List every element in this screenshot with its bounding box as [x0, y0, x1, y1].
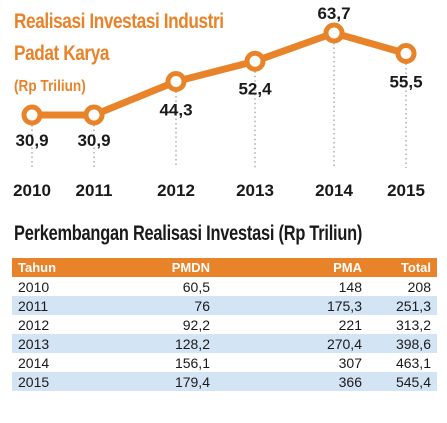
cell-total: 313,2: [395, 316, 431, 333]
table-row: 2013 128,2 270,4 398,6: [12, 334, 437, 353]
data-label: 30,9: [15, 131, 48, 150]
data-point: [83, 104, 105, 126]
data-label: 63,7: [317, 4, 350, 23]
header-tahun: Tahun: [12, 258, 94, 277]
header-pmdn: PMDN: [94, 258, 216, 277]
x-tick-label: 2013: [236, 181, 274, 200]
cell-pma: 270,4: [216, 334, 368, 353]
line-chart: 30,9 30,9 44,3 52,4 63,7 55,5 2010 2011 2012 2013…: [13, 4, 425, 200]
cell-year: 2015: [12, 372, 94, 391]
cell-pmdn: 60,5: [182, 278, 210, 295]
table-title: Perkembangan Realisasi Investasi (Rp Tri…: [14, 222, 363, 245]
x-tick-label: 2012: [157, 181, 195, 200]
cell-pmdn: 92,2: [182, 316, 210, 333]
chart-title-line-2: Padat Karya: [14, 42, 110, 65]
cell-pmdn: 128,2: [94, 334, 216, 353]
table-row: 2012 92,2 221 313,2: [12, 315, 437, 334]
data-label: 30,9: [77, 131, 110, 150]
cell-year: 2012: [18, 316, 50, 333]
x-tick-label: 2014: [315, 181, 353, 200]
cell-pmdn: 179,4: [94, 372, 216, 391]
cell-total: 463,1: [395, 354, 431, 371]
data-point: [323, 22, 345, 44]
cell-pma: 366: [216, 372, 368, 391]
cell-year: 2014: [18, 354, 50, 371]
data-label: 52,4: [238, 79, 272, 98]
header-pma: PMA: [216, 258, 368, 277]
table-row: 2014 156,1 307 463,1: [12, 353, 437, 372]
cell-pma: 148: [338, 278, 362, 295]
table-header-row: Tahun PMDN PMA Total: [12, 258, 437, 277]
x-tick-label: 2011: [76, 181, 113, 200]
data-label: 55,5: [389, 73, 422, 92]
x-tick-label: 2010: [13, 181, 51, 200]
cell-total: 545,4: [368, 372, 437, 391]
header-total: Total: [368, 258, 437, 277]
cell-pma: 221: [338, 316, 362, 333]
cell-total: 251,3: [368, 296, 437, 315]
data-point: [244, 50, 266, 72]
data-point: [395, 43, 417, 64]
cell-year: 2010: [18, 278, 50, 295]
cell-year: 2013: [12, 334, 94, 353]
x-tick-label: 2015: [387, 181, 425, 200]
cell-pmdn: 76: [94, 296, 216, 315]
chart-subtitle: (Rp Triliun): [14, 78, 86, 95]
cell-total: 398,6: [368, 334, 437, 353]
cell-pma: 175,3: [216, 296, 368, 315]
data-point: [165, 71, 187, 92]
cell-pmdn: 156,1: [174, 354, 210, 371]
investment-table: Tahun PMDN PMA Total 2010 60,5 148 208 2…: [12, 258, 437, 391]
table-row: 2010 60,5 148 208: [12, 277, 437, 296]
table-row: 2015 179,4 366 545,4: [12, 372, 437, 391]
cell-total: 208: [407, 278, 431, 295]
chart-title-line-1: Realisasi Investasi Industri: [14, 10, 224, 33]
cell-pma: 307: [338, 354, 362, 371]
table-row: 2011 76 175,3 251,3: [12, 296, 437, 315]
data-point: [21, 104, 43, 126]
data-label: 44,3: [159, 101, 192, 120]
cell-year: 2011: [12, 296, 94, 315]
